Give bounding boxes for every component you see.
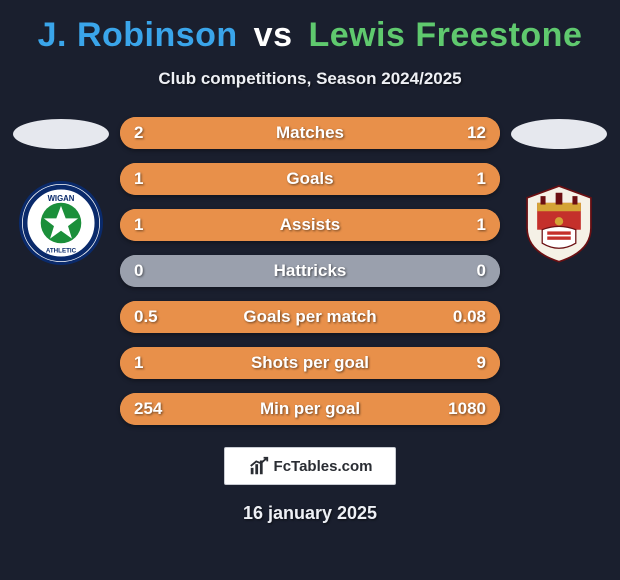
page-title: J. Robinson vs Lewis Freestone xyxy=(0,16,620,55)
stat-value-right: 1080 xyxy=(446,399,486,419)
comparison-infographic: J. Robinson vs Lewis Freestone Club comp… xyxy=(0,0,620,580)
stat-value-right: 12 xyxy=(446,123,486,143)
stat-row: 2Matches12 xyxy=(120,117,500,149)
stat-value-right: 1 xyxy=(446,169,486,189)
stat-label: Min per goal xyxy=(120,399,500,419)
player2-photo-placeholder xyxy=(511,119,607,149)
stat-row: 254Min per goal1080 xyxy=(120,393,500,425)
stat-label: Hattricks xyxy=(120,261,500,281)
svg-text:WIGAN: WIGAN xyxy=(48,194,75,203)
stat-label: Shots per goal xyxy=(120,353,500,373)
stat-value-right: 9 xyxy=(446,353,486,373)
svg-text:ATHLETIC: ATHLETIC xyxy=(46,248,77,255)
player1-name: J. Robinson xyxy=(38,16,238,54)
stat-row: 1Goals1 xyxy=(120,163,500,195)
stat-label: Goals xyxy=(120,169,500,189)
brand-badge: FcTables.com xyxy=(224,447,396,485)
stat-value-right: 1 xyxy=(446,215,486,235)
stat-value-right: 0 xyxy=(446,261,486,281)
subtitle: Club competitions, Season 2024/2025 xyxy=(0,69,620,89)
stat-row: 1Assists1 xyxy=(120,209,500,241)
stats-column: 2Matches121Goals11Assists10Hattricks00.5… xyxy=(116,117,504,425)
stat-label: Goals per match xyxy=(120,307,500,327)
wigan-crest-icon: WIGAN ATHLETIC xyxy=(22,184,100,262)
player2-crest xyxy=(517,181,601,265)
content-row: WIGAN ATHLETIC 2Matches121Goals11Assists… xyxy=(0,117,620,425)
vs-text: vs xyxy=(254,16,293,54)
fctables-logo-icon xyxy=(248,455,270,477)
date-text: 16 january 2025 xyxy=(0,503,620,524)
stat-row: 1Shots per goal9 xyxy=(120,347,500,379)
stat-row: 0Hattricks0 xyxy=(120,255,500,287)
stat-label: Matches xyxy=(120,123,500,143)
player1-photo-placeholder xyxy=(13,119,109,149)
stat-label: Assists xyxy=(120,215,500,235)
stevenage-crest-icon xyxy=(517,181,601,265)
player2-side xyxy=(504,117,614,265)
stat-value-right: 0.08 xyxy=(446,307,486,327)
player1-side: WIGAN ATHLETIC xyxy=(6,117,116,265)
stat-row: 0.5Goals per match0.08 xyxy=(120,301,500,333)
brand-text: FcTables.com xyxy=(274,458,373,475)
player2-name: Lewis Freestone xyxy=(308,16,582,54)
player1-crest: WIGAN ATHLETIC xyxy=(19,181,103,265)
